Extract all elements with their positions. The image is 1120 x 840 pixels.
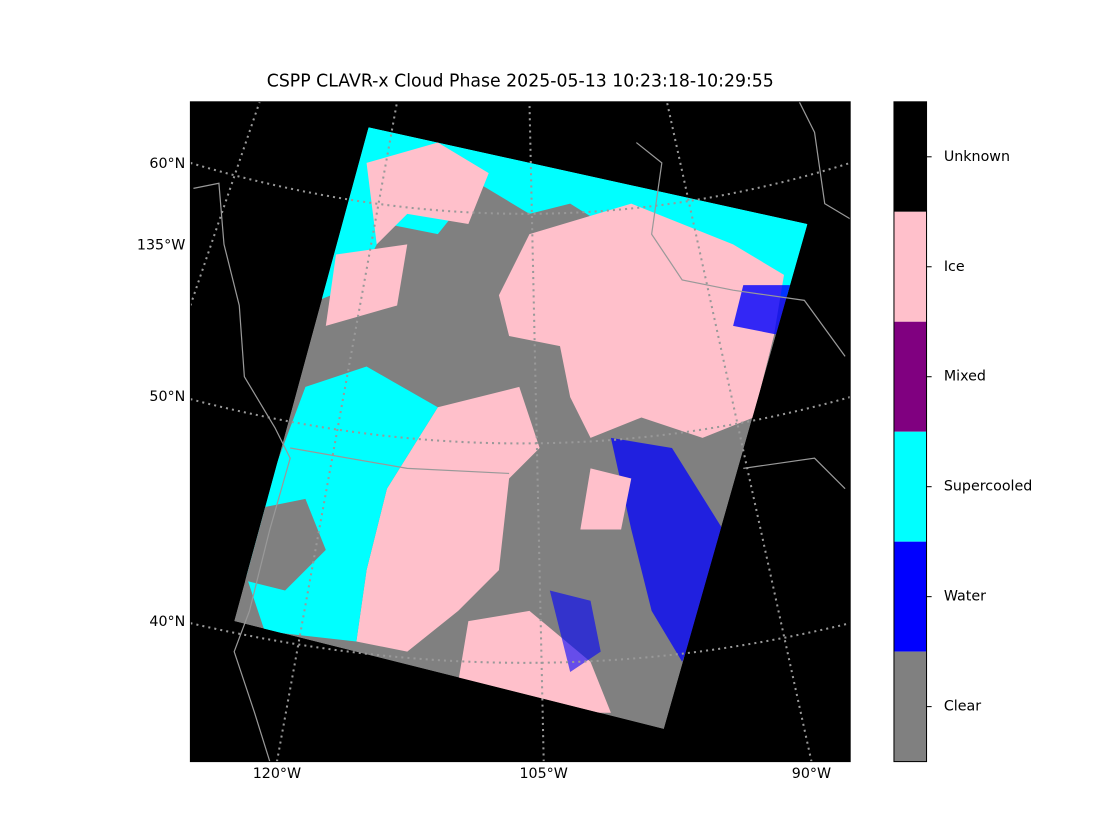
lat-label: 40°N xyxy=(149,614,185,630)
colorbar-label: Clear xyxy=(944,699,981,715)
lon-label: 90°W xyxy=(792,766,831,782)
colorbar-label: Mixed xyxy=(944,369,986,385)
lat-label: 50°N xyxy=(149,389,185,405)
colorbar: Unknown Ice Mixed Supercooled Water Clear xyxy=(893,101,1032,763)
colorbar-segment xyxy=(893,431,927,542)
lon-label: 105°W xyxy=(519,766,567,782)
colorbar-segment xyxy=(893,321,927,432)
lon-label: 135°W xyxy=(137,237,185,253)
colorbar-label: Water xyxy=(944,589,986,605)
lon-label: 120°W xyxy=(253,766,301,782)
colorbar-label: Unknown xyxy=(944,149,1010,165)
map-frame xyxy=(189,101,851,763)
colorbar-label: Supercooled xyxy=(944,479,1032,495)
colorbar-label: Ice xyxy=(944,259,965,275)
title: CSPP CLAVR-x Cloud Phase 2025-05-13 10:2… xyxy=(267,71,774,91)
swath xyxy=(234,127,808,730)
colorbar-segment xyxy=(893,651,927,762)
coastlines xyxy=(193,101,851,762)
lat-label: 60°N xyxy=(149,156,185,172)
colorbar-segment xyxy=(893,541,927,652)
graticule xyxy=(190,101,851,762)
colorbar-segment xyxy=(893,101,927,212)
map: 60°N 135°W 50°N 40°N 120°W 105°W 90°W xyxy=(137,101,851,782)
colorbar-frame xyxy=(893,101,928,763)
colorbar-segment xyxy=(893,211,927,322)
